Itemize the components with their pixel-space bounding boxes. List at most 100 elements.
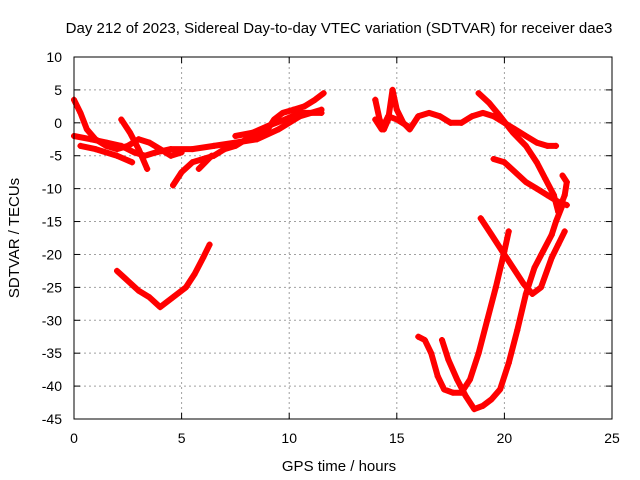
data-point-11-3 bbox=[522, 179, 529, 186]
data-point-7-5 bbox=[169, 294, 176, 301]
data-point-6-3 bbox=[281, 116, 288, 123]
data-point-4-0 bbox=[169, 182, 176, 189]
y-tick-label-2: 0 bbox=[54, 115, 62, 131]
data-point-12-2 bbox=[428, 350, 435, 357]
x-axis-label: GPS time / hours bbox=[282, 458, 396, 475]
series-points-14 bbox=[477, 215, 568, 297]
series-trace-13 bbox=[439, 202, 566, 413]
data-point-12-0 bbox=[415, 333, 422, 340]
y-tick-label-6: -20 bbox=[42, 246, 62, 262]
y-axis-label: SDTVAR / TECUs bbox=[6, 178, 23, 298]
series-trace-8 bbox=[372, 86, 559, 149]
y-tick-label-9: -35 bbox=[42, 345, 62, 361]
data-point-1-3 bbox=[118, 142, 125, 149]
data-point-7-9 bbox=[206, 241, 213, 248]
series-points-13 bbox=[438, 202, 566, 413]
series-trace-2 bbox=[77, 142, 136, 166]
data-point-13-4 bbox=[471, 406, 478, 413]
data-point-8-13 bbox=[469, 113, 476, 120]
data-point-8-15 bbox=[490, 113, 497, 120]
x-ticks: 0 5 10 15 20 25 bbox=[70, 57, 620, 446]
data-point-7-3 bbox=[146, 294, 153, 301]
data-point-0-2 bbox=[83, 126, 90, 133]
y-tick-label-5: -15 bbox=[42, 214, 62, 230]
data-point-8-11 bbox=[447, 119, 454, 126]
y-tick-label-7: -25 bbox=[42, 279, 62, 295]
series-trace-3 bbox=[118, 116, 151, 172]
data-point-1-8 bbox=[189, 146, 196, 153]
data-point-7-8 bbox=[200, 254, 207, 261]
data-point-3-0 bbox=[118, 116, 125, 123]
series-points-9 bbox=[372, 113, 411, 133]
y-tick-label-8: -30 bbox=[42, 312, 62, 328]
data-point-10-5 bbox=[533, 159, 540, 166]
data-point-12-9 bbox=[484, 317, 491, 324]
data-point-8-4 bbox=[389, 86, 396, 93]
data-point-13-12 bbox=[540, 248, 547, 255]
data-point-13-11 bbox=[531, 264, 538, 271]
data-point-14-8 bbox=[555, 241, 562, 248]
data-point-8-18 bbox=[522, 132, 529, 139]
data-point-4-1 bbox=[178, 169, 185, 176]
data-point-11-5 bbox=[544, 192, 551, 199]
x-tick-label-2: 10 bbox=[281, 430, 297, 446]
data-point-2-0 bbox=[77, 142, 84, 149]
data-point-11-4 bbox=[533, 185, 540, 192]
data-point-10-9 bbox=[561, 192, 568, 199]
data-point-3-2 bbox=[135, 146, 142, 153]
data-point-12-1 bbox=[421, 337, 428, 344]
data-point-0-8 bbox=[146, 139, 153, 146]
data-point-14-7 bbox=[548, 254, 555, 261]
data-point-0-1 bbox=[77, 109, 84, 116]
data-point-11-0 bbox=[490, 156, 497, 163]
data-point-6-5 bbox=[318, 109, 325, 116]
data-point-13-1 bbox=[445, 356, 452, 363]
series-trace-7 bbox=[114, 241, 213, 311]
data-point-10-6 bbox=[542, 175, 549, 182]
series-points-3 bbox=[118, 116, 151, 172]
data-point-12-5 bbox=[449, 389, 456, 396]
y-tick-label-10: -40 bbox=[42, 378, 62, 394]
data-point-1-6 bbox=[152, 149, 159, 156]
data-point-8-8 bbox=[415, 113, 422, 120]
series-points-5 bbox=[195, 152, 215, 172]
data-point-11-1 bbox=[501, 159, 508, 166]
x-tick-label-0: 0 bbox=[70, 430, 78, 446]
data-point-10-2 bbox=[497, 113, 504, 120]
data-point-12-12 bbox=[505, 228, 512, 235]
data-point-14-4 bbox=[520, 281, 527, 288]
data-point-6-0 bbox=[232, 132, 239, 139]
data-point-9-2 bbox=[385, 113, 392, 120]
y-tick-label-11: -45 bbox=[42, 411, 62, 427]
x-tick-label-3: 15 bbox=[389, 430, 405, 446]
data-point-12-7 bbox=[466, 376, 473, 383]
data-point-10-11 bbox=[559, 172, 566, 179]
data-point-8-10 bbox=[436, 113, 443, 120]
data-point-13-9 bbox=[514, 327, 521, 334]
y-ticks: 10 5 0 -5 -10 -15 -20 -25 -30 -35 -40 -45 bbox=[42, 49, 612, 427]
data-point-14-6 bbox=[537, 284, 544, 291]
y-tick-label-4: -10 bbox=[42, 181, 62, 197]
data-point-14-3 bbox=[510, 264, 517, 271]
data-point-4-14 bbox=[312, 96, 319, 103]
data-point-10-1 bbox=[486, 100, 493, 107]
data-point-6-2 bbox=[264, 123, 271, 130]
data-point-1-9 bbox=[210, 142, 217, 149]
data-point-5-0 bbox=[195, 165, 202, 172]
data-point-6-1 bbox=[249, 129, 256, 136]
data-point-7-4 bbox=[157, 304, 164, 311]
y-tick-label-1: 5 bbox=[54, 82, 62, 98]
data-point-3-1 bbox=[126, 129, 133, 136]
data-point-4-12 bbox=[290, 106, 297, 113]
data-point-5-2 bbox=[208, 152, 215, 159]
data-point-8-0 bbox=[372, 96, 379, 103]
data-point-14-2 bbox=[499, 248, 506, 255]
y-tick-label-3: -5 bbox=[50, 148, 63, 164]
data-point-13-10 bbox=[522, 290, 529, 297]
data-point-1-4 bbox=[131, 149, 138, 156]
data-point-1-1 bbox=[88, 136, 95, 143]
series-points-7 bbox=[114, 241, 213, 311]
data-point-4-11 bbox=[279, 109, 286, 116]
data-point-10-0 bbox=[475, 90, 482, 97]
data-point-10-10 bbox=[563, 179, 570, 186]
